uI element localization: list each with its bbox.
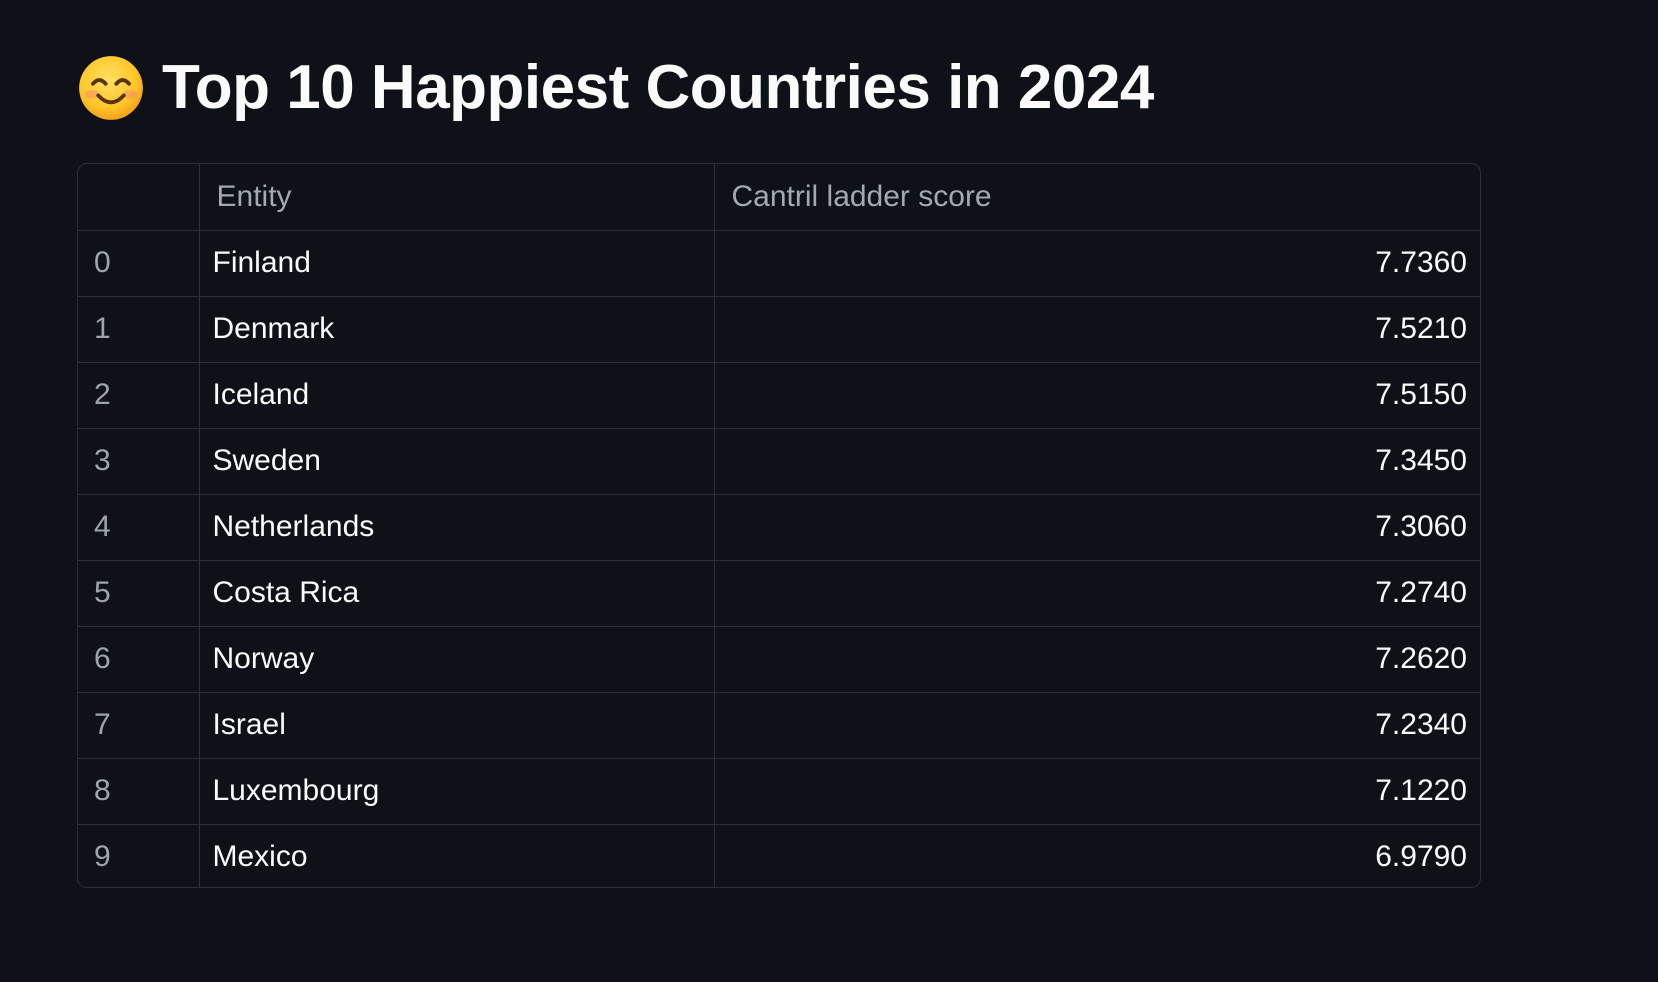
entity-cell[interactable]: Mexico	[199, 824, 715, 887]
score-cell[interactable]: 7.3450	[714, 428, 1480, 495]
table-row[interactable]: 7 Israel 7.2340	[78, 692, 1480, 759]
table-row[interactable]: 2 Iceland 7.5150	[78, 362, 1480, 429]
column-header-entity[interactable]: Entity	[199, 164, 715, 231]
score-cell[interactable]: 7.1220	[714, 758, 1480, 825]
entity-cell[interactable]: Sweden	[199, 428, 715, 495]
table-row[interactable]: 9 Mexico 6.9790	[78, 824, 1480, 887]
entity-cell[interactable]: Netherlands	[199, 494, 715, 561]
score-cell[interactable]: 7.5150	[714, 362, 1480, 429]
score-cell[interactable]: 7.5210	[714, 296, 1480, 363]
entity-cell[interactable]: Norway	[199, 626, 715, 693]
row-index-cell[interactable]: 2	[78, 362, 200, 429]
table-row[interactable]: 1 Denmark 7.5210	[78, 296, 1480, 363]
row-index-cell[interactable]: 6	[78, 626, 200, 693]
score-cell[interactable]: 7.7360	[714, 230, 1480, 297]
score-cell[interactable]: 7.2340	[714, 692, 1480, 759]
row-index-cell[interactable]: 8	[78, 758, 200, 825]
table-body: 0 Finland 7.7360 1 Denmark 7.5210 2 Iceland 7.51…	[78, 230, 1480, 887]
table-row[interactable]: 8 Luxembourg 7.1220	[78, 758, 1480, 825]
entity-cell[interactable]: Costa Rica	[199, 560, 715, 627]
table-row[interactable]: 0 Finland 7.7360	[78, 230, 1480, 297]
page-title: Top 10 Happiest Countries in 2024	[162, 53, 1154, 122]
row-index-cell[interactable]: 9	[78, 824, 200, 887]
page-header: Top 10 Happiest Countries in 2024	[77, 48, 1154, 128]
score-cell[interactable]: 7.3060	[714, 494, 1480, 561]
row-index-cell[interactable]: 3	[78, 428, 200, 495]
row-index-cell[interactable]: 1	[78, 296, 200, 363]
data-table: Entity Cantril ladder score 0 Finland 7.73…	[78, 164, 1480, 887]
entity-cell[interactable]: Finland	[199, 230, 715, 297]
row-index-cell[interactable]: 4	[78, 494, 200, 561]
table-row[interactable]: 3 Sweden 7.3450	[78, 428, 1480, 495]
row-index-cell[interactable]: 5	[78, 560, 200, 627]
smiling-face-icon	[79, 56, 143, 120]
table-row[interactable]: 5 Costa Rica 7.2740	[78, 560, 1480, 627]
row-index-cell[interactable]: 7	[78, 692, 200, 759]
score-cell[interactable]: 7.2740	[714, 560, 1480, 627]
column-header-score[interactable]: Cantril ladder score	[714, 164, 1480, 231]
dataframe-table[interactable]: Entity Cantril ladder score 0 Finland 7.73…	[77, 163, 1481, 888]
table-header-row: Entity Cantril ladder score	[78, 164, 1480, 231]
entity-cell[interactable]: Iceland	[199, 362, 715, 429]
score-cell[interactable]: 7.2620	[714, 626, 1480, 693]
table-row[interactable]: 4 Netherlands 7.3060	[78, 494, 1480, 561]
table-row[interactable]: 6 Norway 7.2620	[78, 626, 1480, 693]
entity-cell[interactable]: Israel	[199, 692, 715, 759]
row-index-cell[interactable]: 0	[78, 230, 200, 297]
entity-cell[interactable]: Denmark	[199, 296, 715, 363]
score-cell[interactable]: 6.9790	[1375, 840, 1467, 874]
column-header-index[interactable]	[78, 164, 200, 231]
entity-cell[interactable]: Luxembourg	[199, 758, 715, 825]
